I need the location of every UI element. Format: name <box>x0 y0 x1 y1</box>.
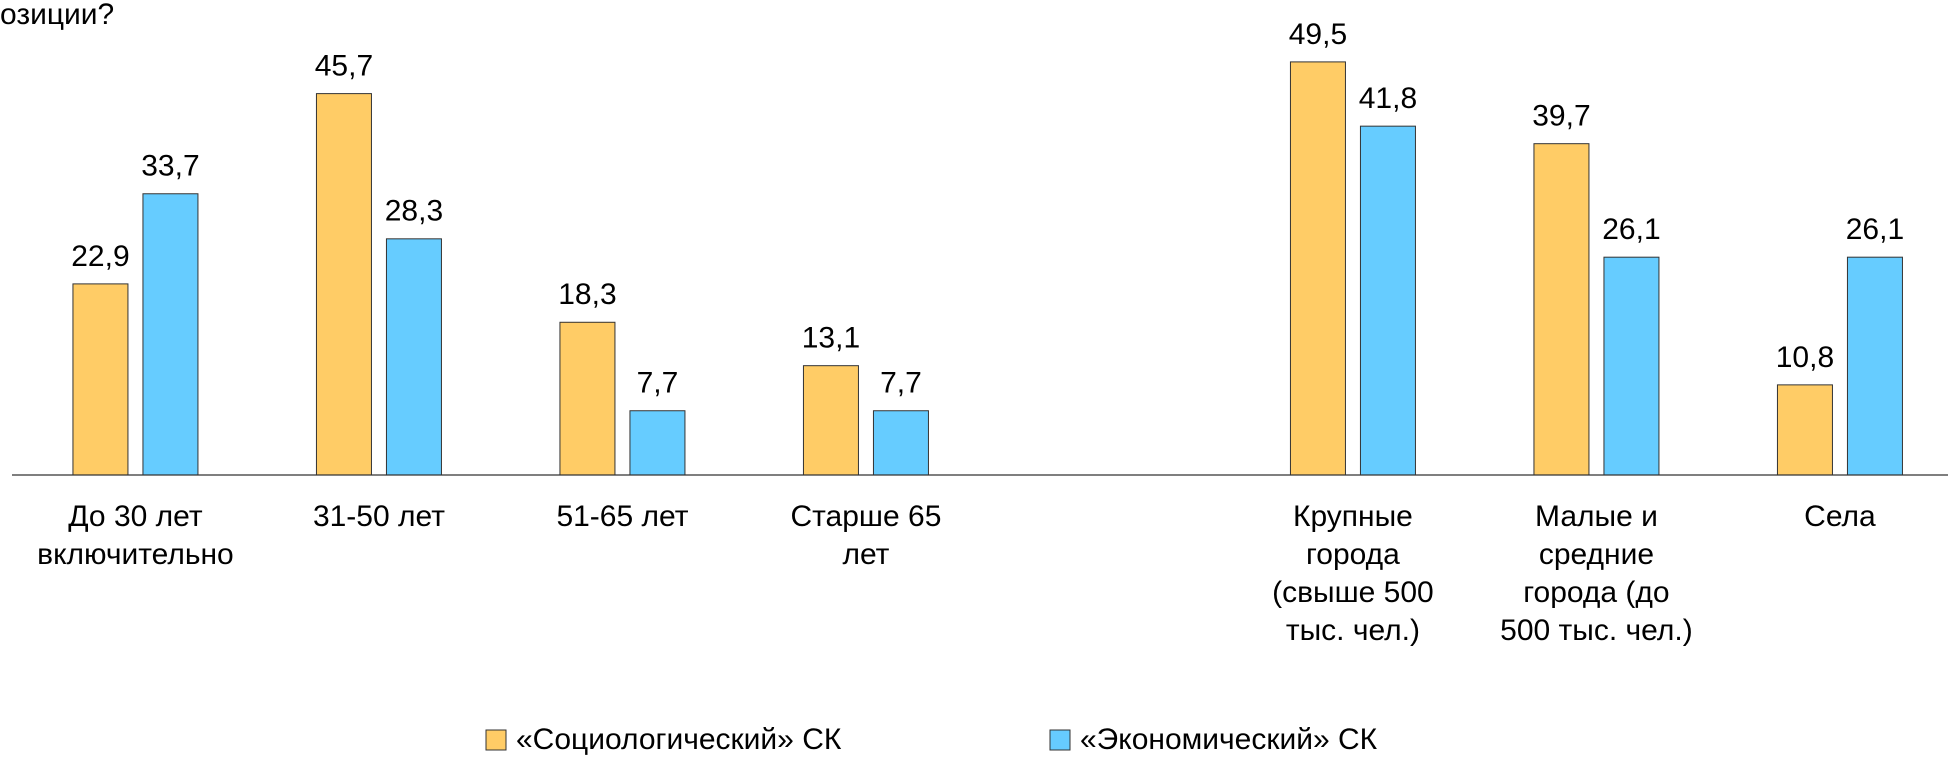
bar <box>385 238 442 476</box>
value-label: 22,9 <box>71 240 129 273</box>
bar <box>1603 256 1660 476</box>
value-label: 26,1 <box>1846 213 1904 246</box>
bar <box>629 410 686 476</box>
legend-label: «Экономический» СК <box>1080 723 1378 756</box>
legend-label: «Социологический» СК <box>516 723 842 756</box>
legend-swatch <box>485 729 507 751</box>
x-tick-label: 31-50 лет <box>312 500 445 533</box>
value-label: 13,1 <box>802 322 860 355</box>
value-label: 49,5 <box>1289 18 1347 51</box>
value-label: 28,3 <box>385 195 443 228</box>
value-label: 45,7 <box>315 50 373 83</box>
value-label: 26,1 <box>1602 213 1660 246</box>
bar <box>1846 256 1903 476</box>
value-label: 10,8 <box>1776 341 1834 374</box>
bar <box>1533 143 1590 476</box>
value-label: 39,7 <box>1532 100 1590 133</box>
x-tick-label: Старше 65 лет <box>790 500 942 571</box>
bar <box>1289 61 1346 476</box>
bar <box>72 283 129 476</box>
value-label: 7,7 <box>880 367 922 400</box>
x-tick-label: До 30 лет включительно <box>37 500 234 571</box>
bar <box>142 193 199 476</box>
value-label: 33,7 <box>141 150 199 183</box>
value-label: 7,7 <box>637 367 679 400</box>
legend-swatch <box>1049 729 1071 751</box>
x-tick-label: Малые и средние города (до 500 тыс. чел.… <box>1500 500 1693 647</box>
bar <box>315 93 372 476</box>
bar <box>559 321 616 476</box>
bar <box>802 365 859 476</box>
bar <box>1359 125 1416 476</box>
x-tick-label: Крупные города (свыше 500 тыс. чел.) <box>1272 500 1434 647</box>
chart-title: озиции? <box>0 0 114 31</box>
x-tick-label: 51-65 лет <box>556 500 689 533</box>
value-label: 18,3 <box>558 278 616 311</box>
x-tick-label: Села <box>1804 500 1876 533</box>
bar <box>1776 384 1833 476</box>
bar <box>872 410 929 476</box>
value-label: 41,8 <box>1359 82 1417 115</box>
